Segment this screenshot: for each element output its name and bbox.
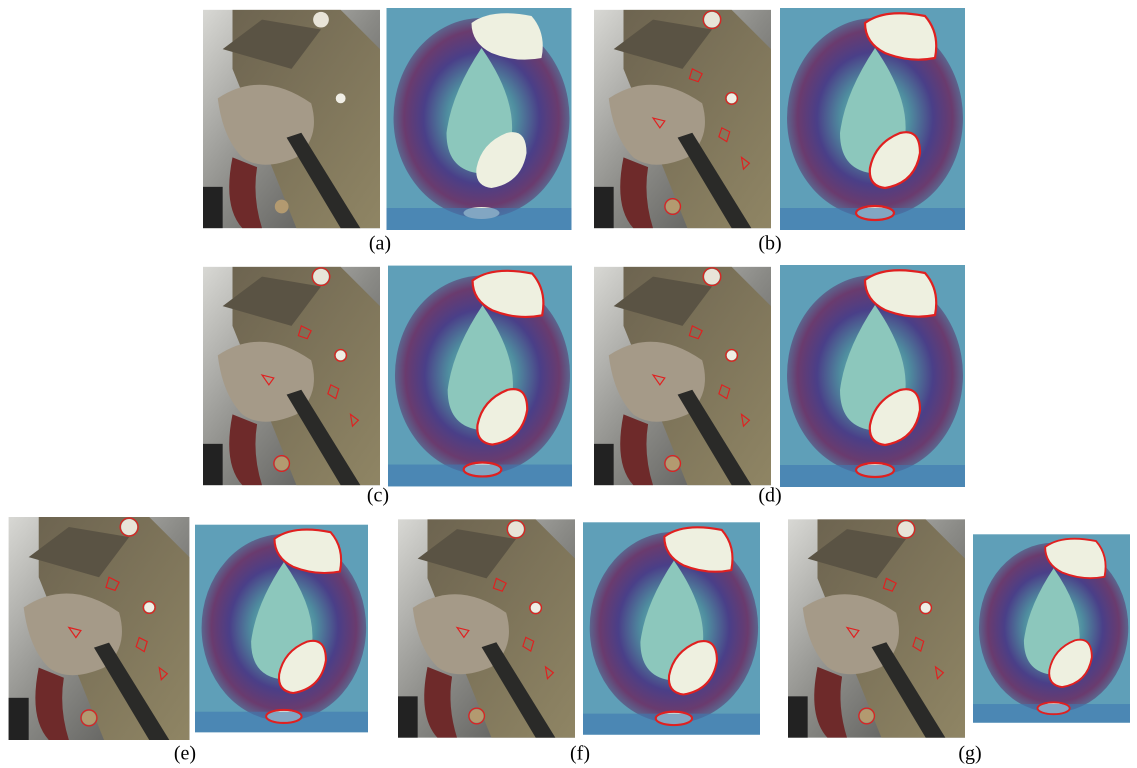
panel-label: (a) [369,233,391,255]
left-image [788,519,965,737]
left-image [203,10,380,228]
panel-label: (b) [758,233,781,255]
left-image [9,517,190,740]
panel-label: (g) [958,743,981,765]
panel-label: (f) [570,743,590,765]
left-image [398,519,575,737]
right-image [780,265,965,487]
right-image [387,8,572,230]
panel-label: (e) [174,743,196,765]
left-image [203,267,380,485]
right-image [780,8,965,230]
left-image [594,10,771,228]
right-image [195,525,368,733]
figure: (a) (b) (c) (d) (e) (f) (g) [0,0,1137,768]
left-image [594,267,771,485]
right-image [388,266,572,487]
right-image [583,522,760,734]
panel-label: (c) [367,485,389,507]
right-image [973,534,1130,722]
panel-label: (d) [758,485,781,507]
